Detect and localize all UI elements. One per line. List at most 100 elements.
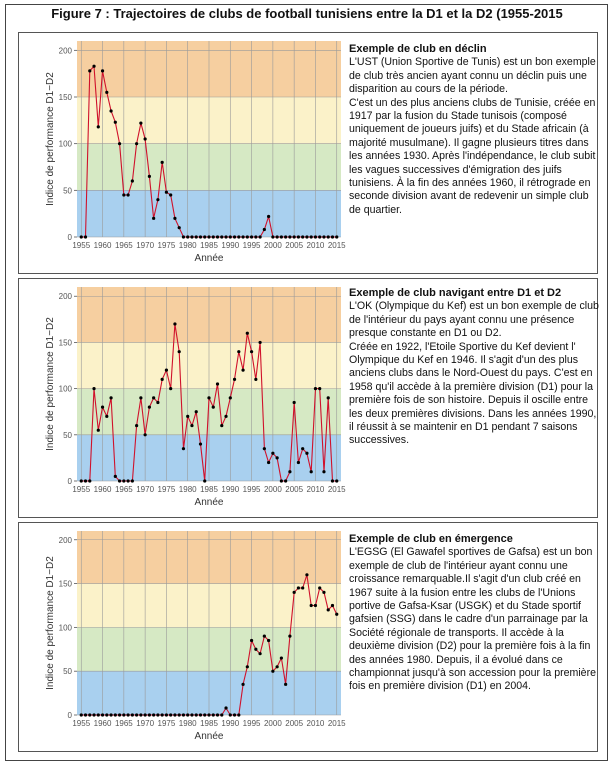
y-tick-label: 150 — [59, 338, 73, 347]
data-point — [241, 682, 245, 686]
data-point — [156, 198, 160, 202]
data-point — [130, 713, 134, 717]
data-point — [224, 414, 228, 418]
x-tick-label: 2000 — [264, 719, 282, 728]
data-point — [88, 479, 92, 483]
data-point — [190, 235, 194, 239]
data-point — [262, 227, 266, 232]
x-tick-label: 2005 — [285, 719, 303, 728]
data-point — [105, 90, 109, 94]
data-point — [232, 377, 237, 381]
x-tick-label: 1980 — [179, 485, 197, 494]
data-point — [109, 396, 113, 400]
data-point — [249, 638, 254, 643]
data-point — [322, 590, 326, 594]
panel-paragraph: L'UST (Union Sportive de Tunis) est un b… — [349, 56, 596, 96]
data-point — [126, 193, 130, 197]
data-point — [156, 400, 160, 405]
data-point — [160, 377, 164, 381]
data-point — [169, 713, 173, 717]
data-point — [190, 713, 194, 717]
data-point — [271, 669, 275, 673]
data-point — [207, 396, 211, 400]
data-point — [126, 479, 130, 483]
panel-declin: 1955 1960 1965 1970 1975 1980 1985 1990 1995 2000… — [18, 32, 598, 274]
data-point — [228, 396, 232, 400]
data-point — [135, 423, 139, 428]
data-point — [79, 479, 83, 483]
data-point — [164, 190, 169, 194]
data-point — [220, 235, 224, 239]
data-point — [117, 479, 122, 483]
data-point — [267, 460, 271, 465]
y-axis-label: Indice de performance D1−D2 — [45, 317, 56, 451]
data-point — [92, 387, 96, 391]
data-point — [245, 665, 249, 669]
x-tick-label: 2000 — [264, 241, 282, 250]
data-point — [313, 603, 318, 608]
x-tick-label: 2005 — [285, 485, 303, 494]
data-point — [237, 235, 241, 239]
data-point — [156, 713, 160, 717]
data-point — [275, 235, 279, 239]
data-point — [186, 414, 190, 418]
data-point — [139, 396, 143, 400]
data-point — [96, 125, 100, 129]
x-axis-label: Année — [195, 253, 224, 264]
data-point — [177, 350, 181, 354]
data-point — [177, 226, 181, 230]
data-point — [305, 573, 309, 577]
data-point — [152, 216, 156, 220]
y-axis-label: Indice de performance D1−D2 — [45, 556, 56, 690]
x-tick-label: 1990 — [221, 241, 239, 250]
x-tick-label: 2010 — [307, 719, 325, 728]
data-point — [88, 713, 92, 717]
panel-paragraph: C'est un des plus anciens clubs de Tunis… — [349, 96, 596, 216]
panel-paragraph: L'EGSG (El Gawafel sportives de Gafsa) e… — [349, 546, 596, 693]
y-tick-label: 200 — [59, 292, 73, 301]
data-point — [232, 235, 237, 239]
data-point — [105, 713, 109, 717]
data-point — [245, 331, 249, 335]
data-point — [305, 451, 309, 455]
x-tick-label: 1975 — [158, 241, 176, 250]
data-point — [207, 235, 211, 239]
panel-heading: Exemple de club en déclin — [349, 43, 487, 55]
y-tick-label: 200 — [59, 46, 73, 55]
chart-navigant: 1955 1960 1965 1970 1975 1980 1985 1990 1995 2000… — [45, 287, 346, 508]
data-point — [122, 713, 126, 717]
x-tick-label: 1960 — [94, 485, 112, 494]
data-point — [271, 235, 275, 239]
data-point — [326, 235, 330, 239]
data-point — [301, 235, 305, 239]
data-point — [211, 713, 215, 717]
x-tick-label: 1990 — [221, 485, 239, 494]
data-point — [258, 340, 262, 345]
data-point — [109, 713, 113, 717]
y-tick-label: 50 — [63, 431, 72, 440]
x-tick-label: 1960 — [94, 719, 112, 728]
data-point — [181, 447, 186, 451]
data-point — [113, 713, 117, 717]
x-tick-label: 1985 — [200, 485, 218, 494]
x-tick-label: 1970 — [136, 241, 154, 250]
data-point — [96, 428, 100, 432]
panel-paragraph: Créée en 1922, l'Etoile Sportive du Kef … — [349, 340, 597, 447]
data-point — [169, 193, 173, 197]
data-point — [92, 64, 96, 68]
x-tick-label: 1985 — [200, 241, 218, 250]
panel-text: Exemple de club navigant entre D1 et D2 … — [349, 287, 601, 448]
data-point — [318, 586, 322, 590]
x-tick-label: 1975 — [158, 719, 176, 728]
data-point — [330, 603, 335, 608]
data-point — [203, 479, 207, 483]
panel-heading: Exemple de club navigant entre D1 et D2 — [349, 287, 562, 299]
data-point — [109, 109, 113, 113]
panel-text: Exemple de club en émergence L'EGSG (El … — [349, 533, 601, 694]
data-point — [215, 235, 220, 239]
data-point — [258, 235, 262, 239]
data-point — [198, 235, 203, 239]
data-point — [211, 235, 215, 239]
panel-emergence: 1955 1960 1965 1970 1975 1980 1985 1990 1995 2000… — [18, 522, 598, 752]
data-point — [130, 179, 134, 183]
